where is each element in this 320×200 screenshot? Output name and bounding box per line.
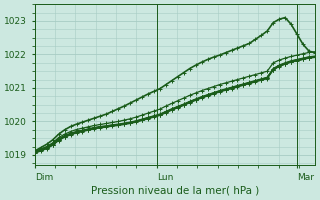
- X-axis label: Pression niveau de la mer( hPa ): Pression niveau de la mer( hPa ): [91, 186, 259, 196]
